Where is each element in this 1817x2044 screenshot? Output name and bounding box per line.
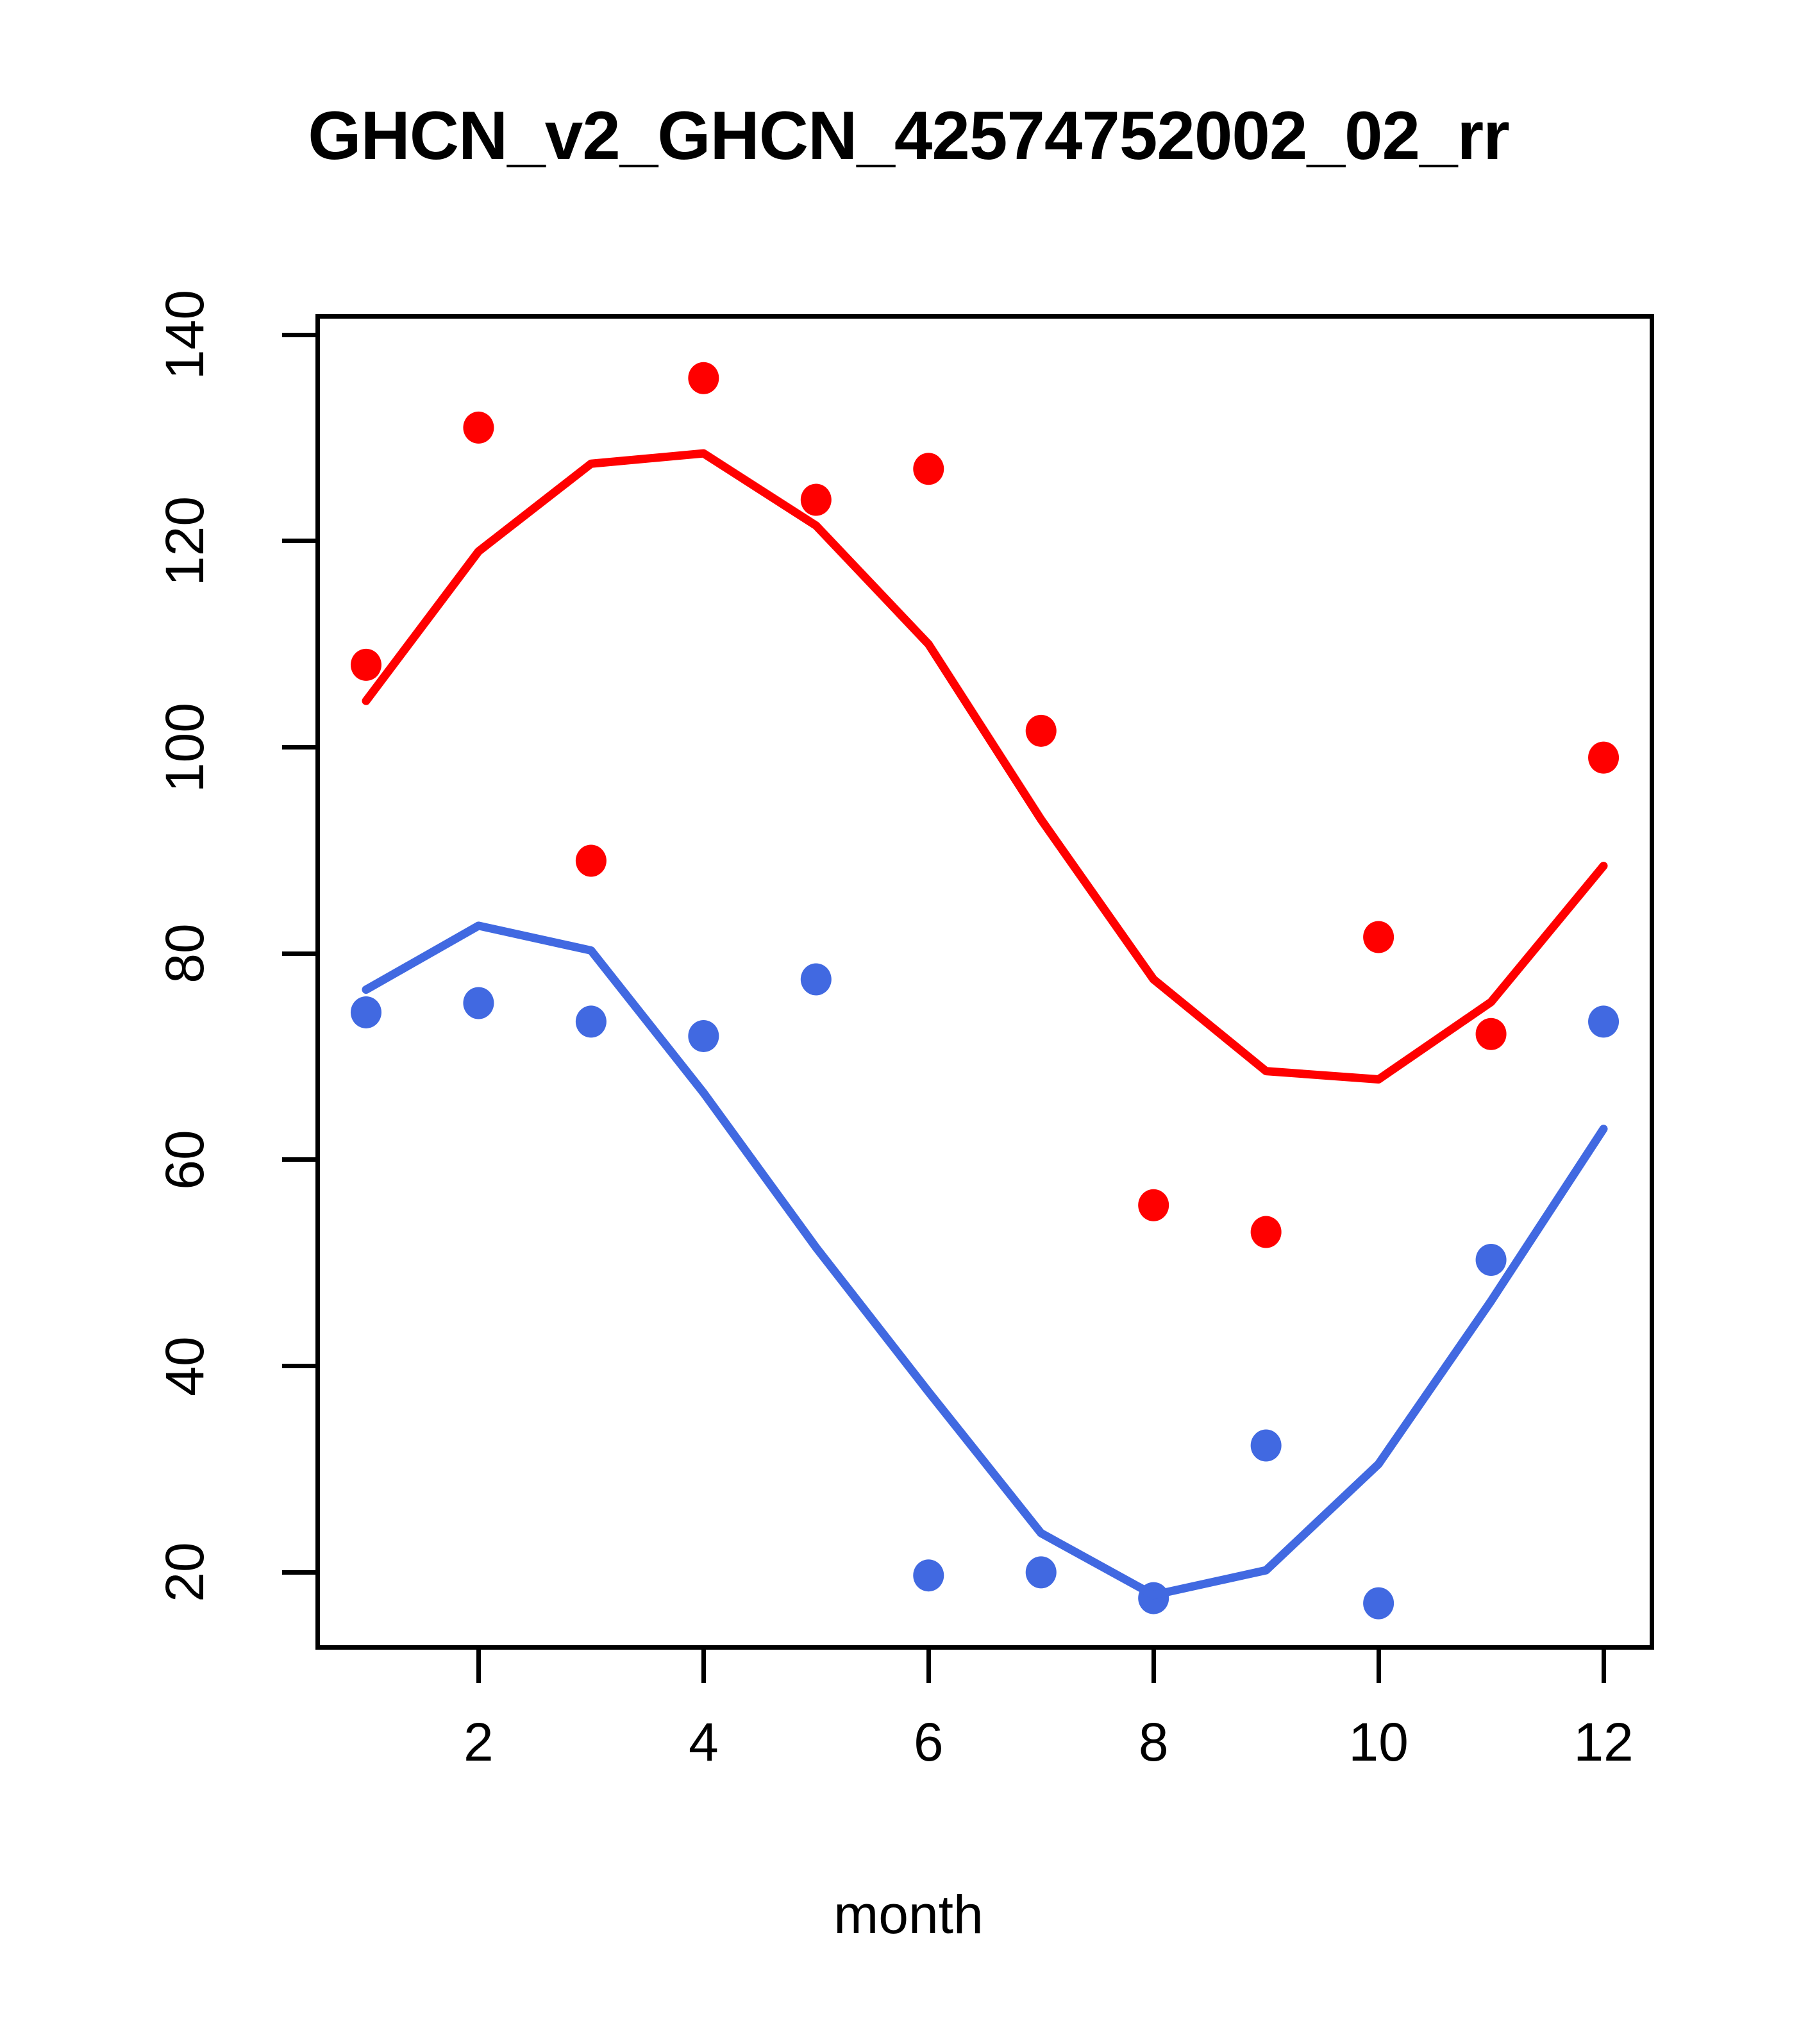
y-tick-label: 120 — [155, 496, 215, 586]
y-tick-label: 60 — [155, 1130, 215, 1190]
x-tick-mark — [926, 1650, 931, 1683]
y-tick-label: 140 — [155, 290, 215, 380]
y-tick-label: 20 — [155, 1542, 215, 1603]
data-point — [1588, 1005, 1620, 1038]
plot-area-frame — [315, 314, 1654, 1650]
data-point — [1138, 1189, 1169, 1221]
y-tick-mark — [282, 332, 315, 337]
x-tick-mark — [1376, 1650, 1381, 1683]
data-point — [463, 411, 494, 444]
x-tick-label: 2 — [464, 1712, 494, 1772]
plot-series-layer — [350, 362, 1620, 1620]
data-point — [1475, 1243, 1507, 1276]
data-point — [800, 963, 832, 996]
y-tick-mark — [282, 539, 315, 544]
x-axis-title: month — [833, 1884, 984, 1945]
y-tick-label: 100 — [155, 702, 215, 792]
x-tick-label: 12 — [1573, 1712, 1634, 1772]
data-point — [1363, 1587, 1394, 1620]
data-point — [913, 1559, 944, 1592]
x-tick-mark — [1601, 1650, 1606, 1683]
series-line-blue-line — [362, 921, 1608, 1600]
y-tick-mark — [282, 1157, 315, 1162]
y-tick-label: 80 — [155, 923, 215, 984]
y-tick-mark — [282, 951, 315, 956]
x-tick-label: 10 — [1348, 1712, 1409, 1772]
data-point — [575, 1005, 607, 1038]
data-point — [575, 844, 607, 877]
series-line-red-line — [362, 449, 1608, 1084]
data-point — [688, 362, 719, 394]
data-point — [1363, 921, 1394, 953]
y-tick-mark — [282, 1570, 315, 1575]
x-tick-mark — [476, 1650, 481, 1683]
data-point — [800, 483, 832, 516]
data-point — [1025, 714, 1057, 747]
data-point — [913, 453, 944, 485]
chart-title: GHCN_v2_GHCN_42574752002_02_rr — [308, 97, 1510, 174]
data-point — [1250, 1216, 1282, 1248]
data-point — [463, 987, 494, 1019]
data-point — [1025, 1556, 1057, 1589]
data-point — [1475, 1018, 1507, 1050]
data-point — [350, 648, 381, 681]
x-tick-mark — [701, 1650, 706, 1683]
y-tick-mark — [282, 1364, 315, 1369]
y-tick-label: 40 — [155, 1336, 215, 1396]
y-tick-mark — [282, 745, 315, 750]
x-tick-label: 4 — [688, 1712, 719, 1772]
data-point — [1250, 1429, 1282, 1462]
data-point — [350, 996, 381, 1028]
x-tick-mark — [1151, 1650, 1156, 1683]
data-point — [1588, 741, 1620, 774]
data-point — [688, 1019, 719, 1052]
x-tick-label: 6 — [913, 1712, 944, 1772]
x-tick-label: 8 — [1138, 1712, 1169, 1772]
